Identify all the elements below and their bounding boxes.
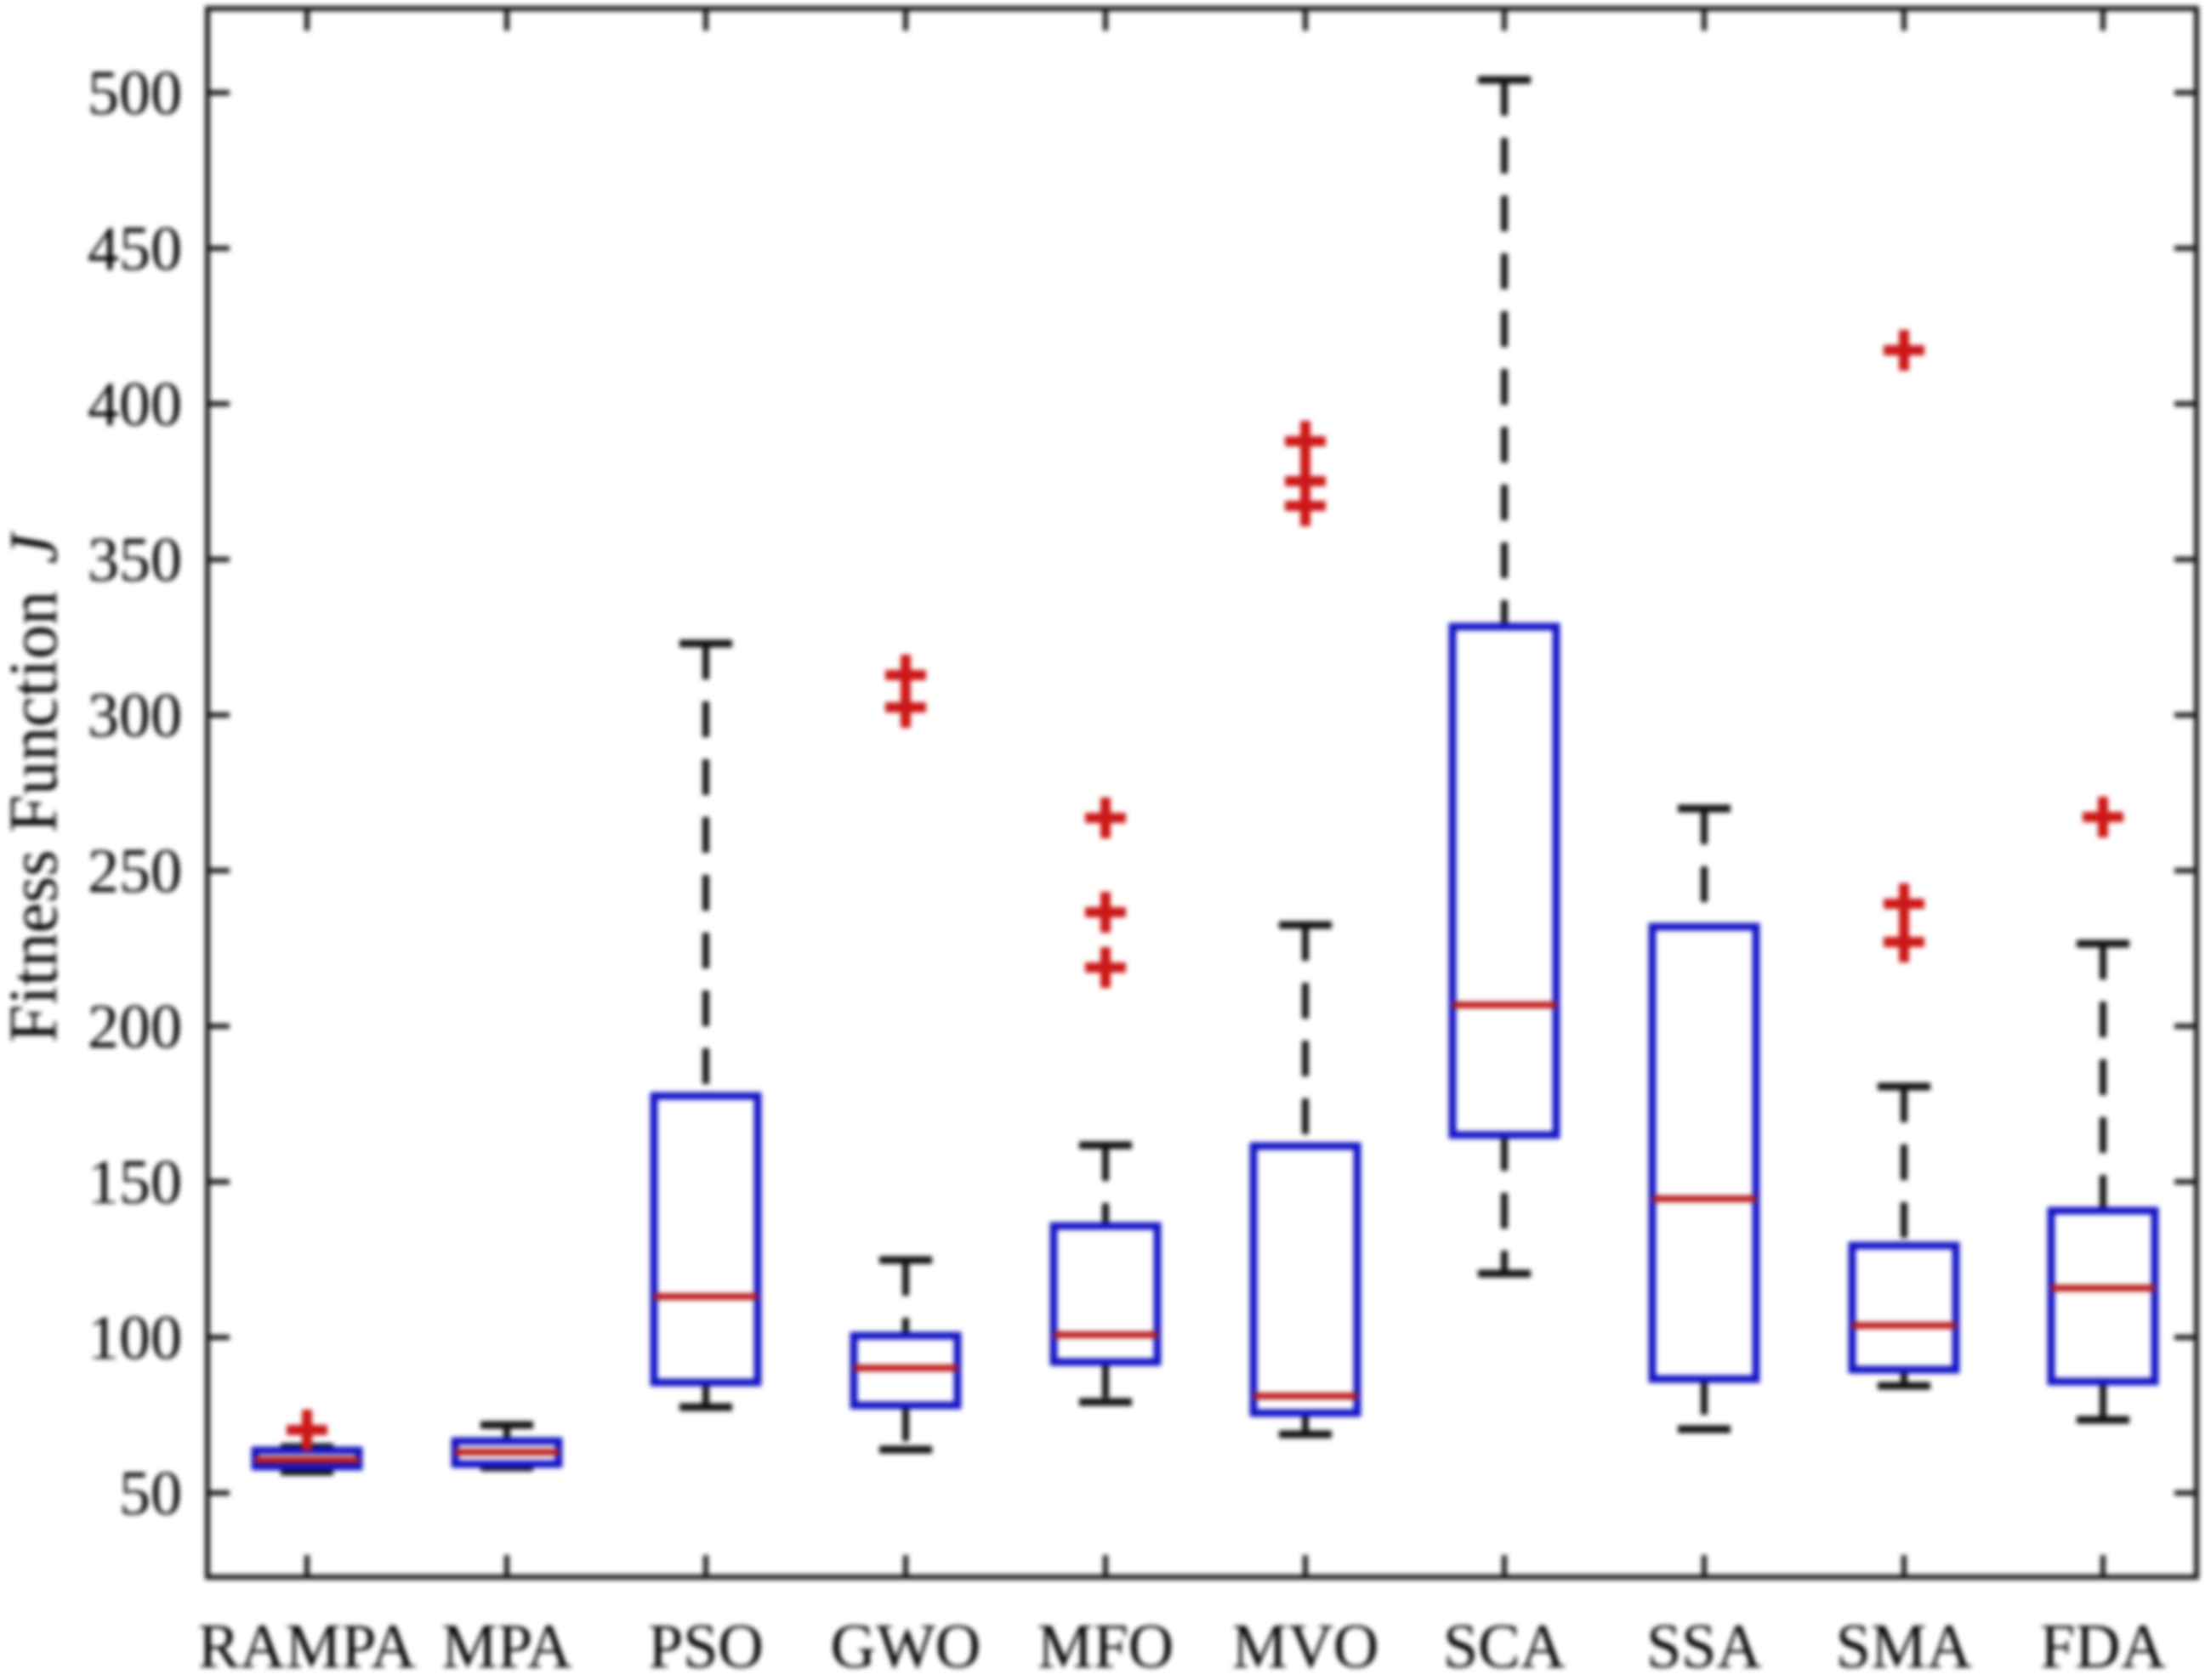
svg-text:SMA: SMA [1836,1612,1972,1680]
svg-text:500: 500 [88,59,182,128]
svg-text:FDA: FDA [2040,1612,2166,1680]
svg-text:MPA: MPA [441,1612,572,1680]
svg-text:MVO: MVO [1232,1612,1379,1680]
svg-text:250: 250 [88,837,182,906]
svg-text:300: 300 [88,681,182,751]
svg-text:100: 100 [88,1303,182,1373]
svg-text:MFO: MFO [1037,1612,1174,1680]
svg-text:PSO: PSO [648,1612,764,1680]
svg-text:400: 400 [88,370,182,440]
svg-text:SSA: SSA [1646,1612,1762,1680]
svg-text:GWO: GWO [831,1612,981,1680]
svg-text:SCA: SCA [1443,1612,1566,1680]
svg-text:50: 50 [119,1459,182,1529]
svg-text:350: 350 [88,525,182,595]
svg-text:RAMPA: RAMPA [198,1612,416,1680]
svg-text:200: 200 [88,992,182,1062]
svg-text:150: 150 [88,1148,182,1217]
svg-text:Fitness Function J: Fitness Function J [0,531,71,1042]
svg-text:450: 450 [88,214,182,284]
